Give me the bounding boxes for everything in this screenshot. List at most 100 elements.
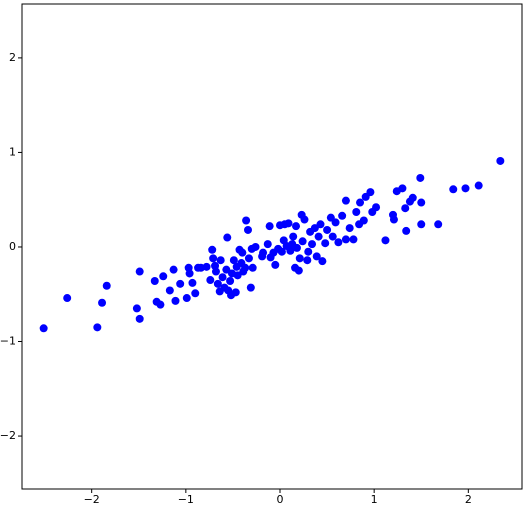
- point: [294, 266, 303, 275]
- point: [416, 173, 425, 182]
- point: [372, 203, 381, 212]
- point: [338, 211, 347, 220]
- point: [135, 267, 144, 276]
- point: [286, 246, 295, 255]
- point: [63, 294, 72, 303]
- point: [321, 239, 330, 248]
- point: [316, 220, 325, 229]
- point: [292, 243, 301, 252]
- point: [303, 256, 312, 265]
- point: [156, 300, 165, 309]
- point: [216, 256, 225, 265]
- point: [222, 265, 231, 274]
- point: [349, 235, 358, 244]
- point: [408, 193, 417, 202]
- y-tick-label: −2: [0, 429, 16, 442]
- point: [229, 256, 238, 265]
- point: [295, 254, 304, 263]
- point: [226, 277, 235, 286]
- point: [150, 277, 159, 286]
- point: [223, 233, 232, 242]
- point: [231, 288, 240, 297]
- point: [417, 220, 426, 229]
- point: [182, 294, 191, 303]
- point: [93, 323, 102, 332]
- y-tick-label: 2: [9, 51, 16, 64]
- point: [352, 207, 361, 216]
- point: [238, 248, 247, 257]
- point: [434, 220, 443, 229]
- point: [359, 216, 368, 225]
- point: [323, 225, 332, 234]
- point: [284, 219, 293, 228]
- point: [310, 224, 319, 233]
- point: [341, 235, 350, 244]
- point: [289, 232, 298, 241]
- point: [328, 232, 337, 241]
- point: [417, 198, 426, 207]
- point: [251, 242, 260, 251]
- point: [211, 267, 220, 276]
- point: [248, 263, 257, 272]
- point: [341, 196, 350, 205]
- point: [300, 215, 309, 224]
- x-tick-label: 2: [465, 493, 472, 504]
- point: [165, 286, 174, 295]
- point: [213, 279, 222, 288]
- point: [334, 238, 343, 247]
- point: [449, 185, 458, 194]
- point: [244, 254, 253, 263]
- point: [259, 248, 268, 257]
- point: [102, 281, 111, 290]
- y-tick-label: 0: [9, 240, 16, 253]
- point: [496, 156, 505, 165]
- axes-frame: [21, 3, 523, 490]
- point: [243, 225, 252, 234]
- x-tick-label: 1: [371, 493, 378, 504]
- point: [233, 271, 242, 280]
- point: [246, 283, 255, 292]
- point: [176, 279, 185, 288]
- point: [277, 247, 286, 256]
- point: [474, 181, 483, 190]
- x-tick-label: 0: [277, 493, 284, 504]
- point: [318, 257, 327, 266]
- point: [331, 218, 340, 227]
- point: [191, 289, 200, 298]
- point: [208, 245, 217, 254]
- point: [185, 269, 194, 278]
- point: [381, 236, 390, 245]
- point: [202, 262, 211, 271]
- point: [206, 276, 215, 285]
- point: [241, 263, 250, 272]
- point: [366, 188, 375, 197]
- x-tick-label: −2: [84, 493, 100, 504]
- point: [314, 232, 323, 241]
- point: [132, 304, 141, 313]
- point: [135, 314, 144, 323]
- point: [242, 216, 251, 225]
- point: [401, 204, 410, 213]
- point: [169, 265, 178, 274]
- point: [271, 260, 280, 269]
- x-tick-label: −1: [178, 493, 194, 504]
- point: [356, 198, 365, 207]
- point: [218, 273, 227, 282]
- point: [263, 240, 272, 249]
- point: [98, 298, 107, 307]
- point: [461, 184, 470, 193]
- point: [39, 324, 48, 333]
- point: [159, 272, 168, 281]
- point: [188, 278, 197, 287]
- point: [292, 222, 301, 231]
- point: [312, 252, 321, 261]
- point: [209, 254, 218, 263]
- y-tick-label: −1: [0, 335, 16, 348]
- point: [345, 224, 354, 233]
- y-tick-label: 1: [9, 145, 16, 158]
- point: [304, 247, 313, 256]
- point: [389, 215, 398, 224]
- point: [298, 237, 307, 246]
- point: [265, 222, 274, 231]
